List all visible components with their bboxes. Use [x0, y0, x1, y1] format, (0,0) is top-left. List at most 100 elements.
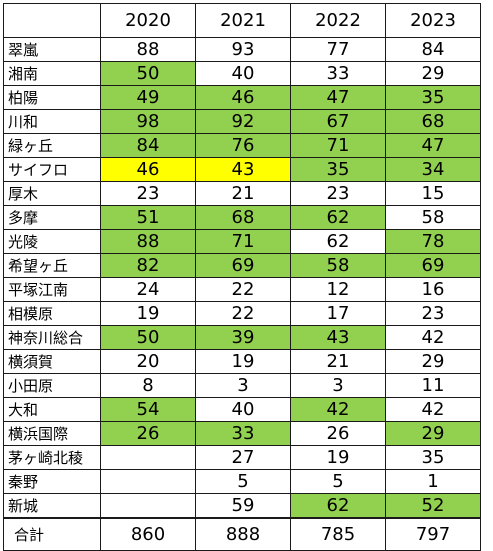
table-row: 平塚江南 24 22 12 16	[3, 277, 481, 302]
value-cell: 82	[100, 253, 196, 278]
value-cell: 78	[385, 229, 481, 254]
value-cell: 22	[195, 301, 291, 326]
value-cell: 21	[195, 181, 291, 206]
school-name-cell: 新城	[3, 493, 101, 519]
table-row: サイフロ 46 43 35 34	[3, 157, 481, 182]
value-cell: 84	[100, 133, 196, 158]
value-cell: 26	[290, 421, 386, 446]
value-cell: 15	[385, 181, 481, 206]
value-cell: 62	[290, 493, 386, 519]
value-cell: 69	[195, 253, 291, 278]
value-cell: 1	[385, 469, 481, 494]
table-row: 茅ヶ崎北稜 27 19 35	[3, 445, 481, 470]
header-2022: 2022	[290, 3, 386, 38]
value-cell: 76	[195, 133, 291, 158]
school-name-cell: 多摩	[3, 205, 101, 230]
value-cell	[100, 445, 196, 470]
value-cell: 42	[385, 397, 481, 422]
value-cell: 19	[290, 445, 386, 470]
school-name-cell: 緑ヶ丘	[3, 133, 101, 158]
table-row: 神奈川総合 50 39 43 42	[3, 325, 481, 350]
school-name-cell: 翠嵐	[3, 37, 101, 62]
school-name-cell: サイフロ	[3, 157, 101, 182]
value-cell: 8	[100, 373, 196, 398]
value-cell: 35	[290, 157, 386, 182]
value-cell: 84	[385, 37, 481, 62]
value-cell: 34	[385, 157, 481, 182]
value-cell: 43	[290, 325, 386, 350]
value-cell: 16	[385, 277, 481, 302]
value-cell: 93	[195, 37, 291, 62]
value-cell: 40	[195, 61, 291, 86]
value-cell: 67	[290, 109, 386, 134]
header-2023: 2023	[385, 3, 481, 38]
school-name-cell: 小田原	[3, 373, 101, 398]
table-row: 湘南 50 40 33 29	[3, 61, 481, 86]
value-cell: 29	[385, 349, 481, 374]
value-cell: 42	[385, 325, 481, 350]
table-row: 光陵 88 71 62 78	[3, 229, 481, 254]
total-value: 888	[195, 517, 291, 551]
school-name-cell: 川和	[3, 109, 101, 134]
school-name-cell: 光陵	[3, 229, 101, 254]
header-row: 2020 2021 2022 2023	[3, 3, 481, 38]
results-table: 2020 2021 2022 2023 翠嵐 88 93 77 84 湘南 50 40 33 29…	[3, 3, 481, 551]
value-cell: 92	[195, 109, 291, 134]
table-row: 横浜国際 26 33 26 29	[3, 421, 481, 446]
value-cell: 23	[290, 181, 386, 206]
value-cell: 88	[100, 229, 196, 254]
value-cell: 27	[195, 445, 291, 470]
value-cell: 59	[195, 493, 291, 519]
total-value: 797	[385, 517, 481, 551]
header-2021: 2021	[195, 3, 291, 38]
value-cell: 46	[195, 85, 291, 110]
value-cell: 33	[290, 61, 386, 86]
total-label: 合計	[3, 517, 101, 551]
value-cell: 29	[385, 421, 481, 446]
table-row: 柏陽 49 46 47 35	[3, 85, 481, 110]
table-row: 希望ヶ丘 82 69 58 69	[3, 253, 481, 278]
value-cell: 29	[385, 61, 481, 86]
table-row: 翠嵐 88 93 77 84	[3, 37, 481, 62]
table-row: 川和 98 92 67 68	[3, 109, 481, 134]
table-row: 厚木 23 21 23 15	[3, 181, 481, 206]
value-cell: 22	[195, 277, 291, 302]
value-cell: 3	[195, 373, 291, 398]
value-cell: 46	[100, 157, 196, 182]
school-name-cell: 相模原	[3, 301, 101, 326]
value-cell: 23	[385, 301, 481, 326]
value-cell: 20	[100, 349, 196, 374]
value-cell: 69	[385, 253, 481, 278]
value-cell: 40	[195, 397, 291, 422]
table-row: 相模原 19 22 17 23	[3, 301, 481, 326]
school-name-cell: 横須賀	[3, 349, 101, 374]
school-name-cell: 横浜国際	[3, 421, 101, 446]
value-cell: 5	[195, 469, 291, 494]
value-cell	[100, 469, 196, 494]
value-cell: 62	[290, 205, 386, 230]
total-row: 合計 860 888 785 797	[3, 517, 481, 551]
value-cell: 54	[100, 397, 196, 422]
school-name-cell: 茅ヶ崎北稜	[3, 445, 101, 470]
header-corner	[3, 3, 101, 38]
school-name-cell: 希望ヶ丘	[3, 253, 101, 278]
table-row: 秦野 5 5 1	[3, 469, 481, 494]
value-cell: 21	[290, 349, 386, 374]
school-name-cell: 平塚江南	[3, 277, 101, 302]
total-value: 785	[290, 517, 386, 551]
value-cell: 3	[290, 373, 386, 398]
value-cell: 88	[100, 37, 196, 62]
value-cell: 47	[385, 133, 481, 158]
total-value: 860	[100, 517, 196, 551]
value-cell	[100, 493, 196, 519]
value-cell: 24	[100, 277, 196, 302]
table-row: 横須賀 20 19 21 29	[3, 349, 481, 374]
school-name-cell: 柏陽	[3, 85, 101, 110]
value-cell: 12	[290, 277, 386, 302]
table-row: 大和 54 40 42 42	[3, 397, 481, 422]
table-body: 翠嵐 88 93 77 84 湘南 50 40 33 29 柏陽 49 46 47 35 川和 98 92 67 68…	[3, 37, 481, 519]
school-name-cell: 大和	[3, 397, 101, 422]
value-cell: 19	[195, 349, 291, 374]
school-name-cell: 神奈川総合	[3, 325, 101, 350]
value-cell: 50	[100, 61, 196, 86]
